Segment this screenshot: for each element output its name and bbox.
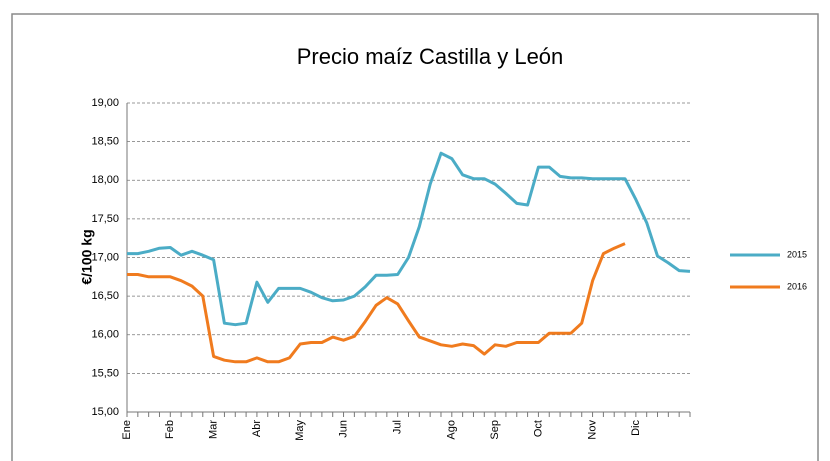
x-tick-label: Abr: [251, 420, 263, 437]
x-tick-label: May: [294, 420, 306, 441]
series-line: [127, 151, 691, 327]
y-axis-label: €/100 kg: [79, 229, 95, 284]
y-tick-label: 19,00: [91, 97, 119, 109]
x-tick-label: Sep: [489, 420, 501, 440]
x-tick-label: Nov: [586, 420, 598, 440]
chart-title: Precio maíz Castilla y León: [297, 44, 564, 69]
y-tick-label: 16,00: [91, 329, 119, 341]
y-tick-label: 18,50: [91, 136, 119, 148]
y-tick-label: 15,00: [91, 406, 119, 418]
y-tick-label: 15,50: [91, 367, 119, 379]
legend-label: 2015: [787, 249, 807, 259]
x-tick-label: Jun: [337, 420, 349, 438]
x-tick-label: Dic: [630, 420, 642, 436]
series-line: [127, 242, 626, 364]
y-tick-label: 16,50: [91, 290, 119, 302]
legend-label: 2016: [787, 281, 807, 291]
x-tick-label: Ago: [446, 420, 458, 440]
x-tick-label: Mar: [208, 420, 220, 439]
y-tick-label: 17,50: [91, 213, 119, 225]
y-tick-label: 18,00: [91, 174, 119, 186]
x-tick-label: Ene: [121, 420, 133, 440]
x-tick-label: Jul: [392, 420, 404, 434]
x-tick-label: Oct: [532, 420, 544, 437]
x-tick-label: Feb: [164, 420, 176, 439]
y-tick-label: 17,00: [91, 251, 119, 263]
